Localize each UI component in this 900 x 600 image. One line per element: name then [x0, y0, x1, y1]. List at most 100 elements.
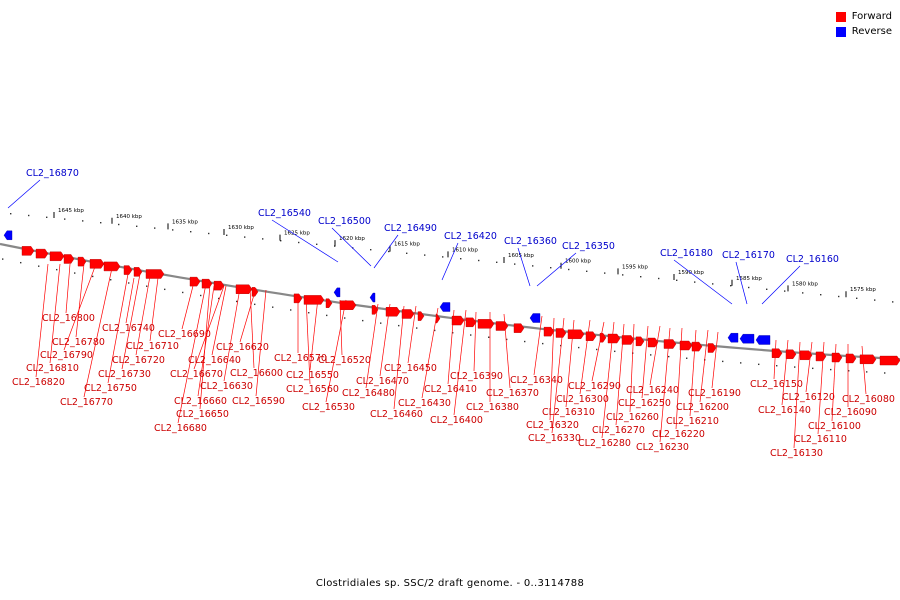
- track-dot-lower: [92, 275, 94, 278]
- forward-gene-label: CL2_16210: [666, 416, 719, 427]
- forward-leader-line: [339, 299, 343, 356]
- forward-gene-label: CL2_16740: [102, 323, 155, 334]
- track-dot-lower: [56, 268, 58, 271]
- forward-gene-label: CL2_16530: [302, 402, 355, 413]
- forward-gene-label: CL2_16680: [154, 423, 207, 434]
- reverse-gene-label: CL2_16180: [660, 248, 713, 259]
- track-dot: [874, 299, 876, 301]
- track-dot-lower: [38, 265, 40, 267]
- track-dot-lower: [884, 372, 886, 374]
- track-dot-lower: [758, 363, 760, 366]
- tick-label: 1620 kbp: [339, 236, 365, 242]
- track-dot-lower: [614, 350, 616, 353]
- forward-gene-label: CL2_16130: [770, 448, 823, 459]
- track-dot-lower: [272, 306, 274, 308]
- forward-leader-line: [393, 305, 405, 410]
- forward-gene-label: CL2_16330: [528, 433, 581, 444]
- forward-leader-line: [223, 287, 241, 382]
- map-caption: Clostridiales sp. SSC/2 draft genome. - …: [315, 578, 585, 589]
- track-dot-lower: [254, 303, 256, 306]
- forward-gene-label: CL2_16400: [430, 415, 483, 426]
- track-dot-lower: [794, 366, 796, 368]
- forward-gene-label: CL2_16190: [688, 388, 741, 399]
- track-dot: [532, 265, 534, 267]
- track-dot-lower: [506, 338, 508, 341]
- forward-gene-label: CL2_16220: [652, 429, 705, 440]
- forward-gene: [63, 254, 75, 264]
- track-dot-lower: [110, 279, 112, 281]
- tick-label: 1595 kbp: [622, 264, 648, 270]
- track-dot: [658, 277, 660, 280]
- forward-gene-label: CL2_16690: [158, 329, 211, 340]
- track-dot-lower: [200, 294, 202, 297]
- track-dot: [64, 218, 66, 220]
- forward-gene: [815, 351, 827, 362]
- track-dot: [460, 258, 462, 260]
- forward-gene: [555, 328, 567, 338]
- forward-gene-label: CL2_16770: [60, 397, 113, 408]
- forward-gene-label: CL2_16280: [578, 438, 631, 449]
- forward-leader-line: [641, 325, 649, 399]
- tick-label: 1625 kbp: [284, 231, 310, 237]
- track-dot-lower: [596, 348, 598, 351]
- legend-item-reverse: Reverse: [835, 24, 892, 39]
- reverse-leader-line: [271, 219, 339, 263]
- forward-gene-label: CL2_16660: [174, 396, 227, 407]
- forward-leader-line: [181, 281, 195, 330]
- forward-gene: [49, 251, 65, 261]
- forward-gene-label: CL2_16520: [318, 355, 371, 366]
- forward-leader-line: [773, 339, 777, 380]
- forward-leader-line: [591, 321, 605, 382]
- legend: Forward Reverse: [835, 9, 892, 39]
- forward-gene-label: CL2_16300: [556, 394, 609, 405]
- forward-leader-line: [75, 263, 85, 338]
- reverse-gene: [439, 302, 451, 312]
- forward-leader-line: [125, 277, 135, 324]
- forward-gene-label: CL2_16620: [216, 342, 269, 353]
- tick-label: 1585 kbp: [736, 276, 762, 282]
- track-dot: [604, 272, 606, 274]
- track-dot: [298, 241, 300, 244]
- forward-gene-label: CL2_16340: [510, 375, 563, 386]
- forward-gene: [567, 329, 585, 339]
- forward-gene: [585, 331, 597, 341]
- forward-gene: [235, 284, 253, 294]
- track-dot-lower: [812, 367, 814, 370]
- forward-leader-line: [149, 277, 159, 342]
- forward-gene: [89, 259, 105, 269]
- forward-gene-label: CL2_16110: [794, 434, 847, 445]
- track-dot-lower: [524, 340, 526, 343]
- track-dot: [388, 250, 390, 253]
- track-dot: [820, 294, 822, 296]
- forward-leader-line: [407, 305, 417, 364]
- forward-leader-line: [601, 321, 615, 439]
- forward-gene-label: CL2_16140: [758, 405, 811, 416]
- track-dot: [766, 288, 768, 290]
- track-dot: [838, 295, 840, 298]
- forward-leader-line: [239, 287, 257, 343]
- track-dot: [442, 256, 444, 258]
- track-dot-lower: [182, 291, 184, 294]
- forward-gene-label: CL2_16260: [606, 412, 659, 423]
- track-dot-lower: [74, 272, 76, 274]
- track-dot-lower: [20, 261, 22, 264]
- tick-label: 1580 kbp: [792, 281, 818, 287]
- reverse-leader-line: [536, 252, 577, 287]
- forward-leader-line: [211, 285, 227, 356]
- forward-gene-label: CL2_16730: [98, 369, 151, 380]
- forward-gene: [543, 326, 555, 337]
- forward-gene-label: CL2_16780: [52, 337, 105, 348]
- forward-leader-line: [831, 343, 837, 422]
- forward-leader-line: [781, 339, 789, 406]
- forward-gene-label: CL2_16430: [398, 398, 451, 409]
- track-dot-lower: [740, 362, 742, 364]
- reverse-gene-label: CL2_16420: [444, 231, 497, 242]
- forward-gene-label: CL2_16450: [384, 363, 437, 374]
- forward-gene-label: CL2_16120: [782, 392, 835, 403]
- tick-label: 1615 kbp: [394, 242, 420, 248]
- legend-label-reverse: Reverse: [851, 26, 892, 37]
- track-dot-lower: [830, 368, 832, 371]
- track-dot-lower: [542, 342, 544, 345]
- forward-leader-line: [675, 327, 683, 430]
- track-dot-lower: [722, 360, 724, 363]
